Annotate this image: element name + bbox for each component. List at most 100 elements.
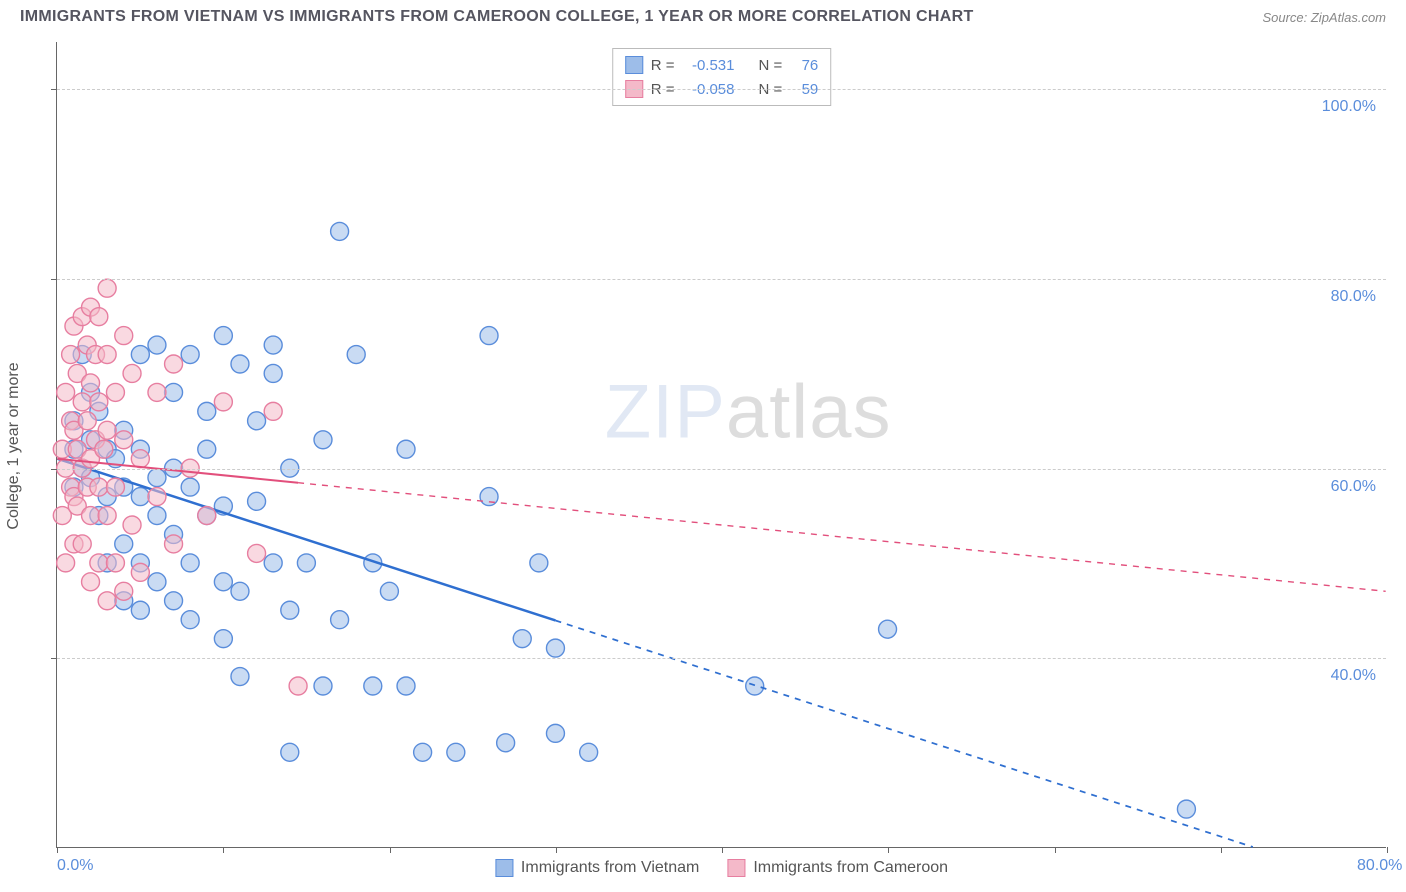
n-value-vietnam: 76	[790, 57, 818, 74]
data-point-vietnam	[380, 582, 398, 600]
chart-plot-area: ZIPatlas R = -0.531 N = 76 R = -0.058 N …	[56, 42, 1386, 848]
data-point-vietnam	[264, 364, 282, 382]
y-tick-label: 100.0%	[1322, 98, 1376, 116]
data-point-cameroon	[165, 355, 183, 373]
scatter-svg	[57, 42, 1386, 847]
x-tick-label: 80.0%	[1357, 857, 1402, 875]
data-point-vietnam	[314, 677, 332, 695]
data-point-cameroon	[264, 402, 282, 420]
x-tick	[1055, 847, 1056, 853]
x-tick	[390, 847, 391, 853]
data-point-cameroon	[198, 507, 216, 525]
data-point-cameroon	[73, 535, 91, 553]
data-point-cameroon	[214, 393, 232, 411]
data-point-cameroon	[148, 383, 166, 401]
data-point-cameroon	[115, 431, 133, 449]
data-point-vietnam	[281, 601, 299, 619]
data-point-vietnam	[131, 488, 149, 506]
data-point-vietnam	[165, 592, 183, 610]
data-point-vietnam	[1177, 800, 1195, 818]
data-point-cameroon	[106, 478, 124, 496]
data-point-vietnam	[546, 639, 564, 657]
gridline-h	[57, 89, 1386, 90]
data-point-vietnam	[248, 412, 266, 430]
data-point-cameroon	[95, 440, 113, 458]
data-point-vietnam	[297, 554, 315, 572]
n-label: N =	[759, 57, 783, 74]
data-point-vietnam	[214, 327, 232, 345]
correlation-legend: R = -0.531 N = 76 R = -0.058 N = 59	[612, 48, 832, 106]
data-point-vietnam	[879, 620, 897, 638]
data-point-vietnam	[746, 677, 764, 695]
data-point-vietnam	[414, 743, 432, 761]
data-point-vietnam	[397, 677, 415, 695]
data-point-cameroon	[90, 478, 108, 496]
data-point-vietnam	[580, 743, 598, 761]
swatch-vietnam	[625, 56, 643, 74]
data-point-vietnam	[231, 582, 249, 600]
data-point-vietnam	[148, 507, 166, 525]
data-point-cameroon	[165, 535, 183, 553]
data-point-vietnam	[264, 336, 282, 354]
legend-item-cameroon: Immigrants from Cameroon	[727, 859, 948, 877]
data-point-cameroon	[115, 327, 133, 345]
data-point-vietnam	[480, 488, 498, 506]
data-point-vietnam	[198, 402, 216, 420]
legend-label-cameroon: Immigrants from Cameroon	[753, 859, 948, 877]
y-tick-label: 40.0%	[1331, 667, 1376, 685]
data-point-vietnam	[214, 630, 232, 648]
data-point-vietnam	[148, 573, 166, 591]
data-point-vietnam	[314, 431, 332, 449]
data-point-vietnam	[331, 222, 349, 240]
data-point-vietnam	[181, 346, 199, 364]
legend-item-vietnam: Immigrants from Vietnam	[495, 859, 699, 877]
data-point-cameroon	[98, 421, 116, 439]
y-tick-label: 60.0%	[1331, 478, 1376, 496]
gridline-h	[57, 469, 1386, 470]
gridline-h	[57, 658, 1386, 659]
x-tick	[1387, 847, 1388, 853]
data-point-vietnam	[198, 440, 216, 458]
x-tick	[57, 847, 58, 853]
data-point-vietnam	[181, 611, 199, 629]
data-point-cameroon	[90, 308, 108, 326]
gridline-h	[57, 279, 1386, 280]
data-point-vietnam	[131, 601, 149, 619]
trendline-dashed-vietnam	[555, 620, 1252, 847]
data-point-vietnam	[231, 355, 249, 373]
data-point-vietnam	[148, 336, 166, 354]
data-point-cameroon	[57, 554, 75, 572]
data-point-vietnam	[264, 554, 282, 572]
swatch-vietnam	[495, 859, 513, 877]
r-value-vietnam: -0.531	[683, 57, 735, 74]
data-point-vietnam	[513, 630, 531, 648]
data-point-cameroon	[82, 573, 100, 591]
data-point-cameroon	[123, 516, 141, 534]
data-point-cameroon	[98, 346, 116, 364]
data-point-cameroon	[106, 554, 124, 572]
x-tick	[556, 847, 557, 853]
data-point-vietnam	[165, 383, 183, 401]
data-point-cameroon	[90, 554, 108, 572]
data-point-cameroon	[98, 507, 116, 525]
y-axis-title: College, 1 year or more	[5, 362, 23, 529]
x-tick	[888, 847, 889, 853]
data-point-vietnam	[364, 677, 382, 695]
data-point-vietnam	[131, 346, 149, 364]
data-point-cameroon	[57, 383, 75, 401]
data-point-vietnam	[447, 743, 465, 761]
x-tick	[223, 847, 224, 853]
data-point-cameroon	[62, 346, 80, 364]
swatch-cameroon	[727, 859, 745, 877]
data-point-cameroon	[82, 374, 100, 392]
data-point-cameroon	[148, 488, 166, 506]
r-label: R =	[651, 57, 675, 74]
data-point-vietnam	[231, 668, 249, 686]
data-point-vietnam	[480, 327, 498, 345]
data-point-vietnam	[347, 346, 365, 364]
data-point-vietnam	[214, 573, 232, 591]
data-point-vietnam	[546, 724, 564, 742]
data-point-cameroon	[90, 393, 108, 411]
x-tick	[722, 847, 723, 853]
data-point-cameroon	[123, 364, 141, 382]
